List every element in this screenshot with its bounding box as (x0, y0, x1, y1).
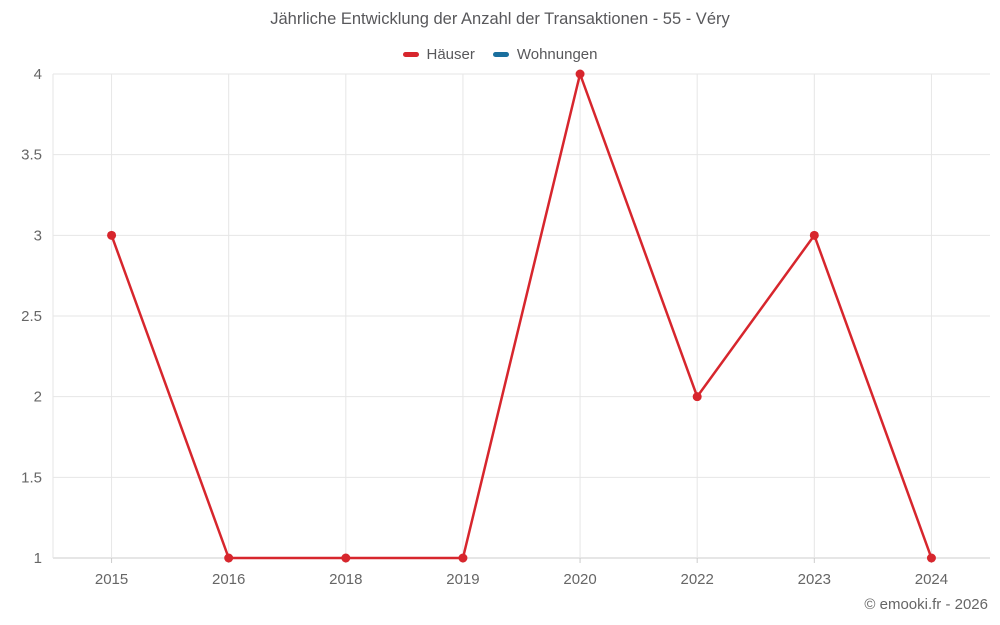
series-line-häuser (110, 72, 933, 560)
data-point[interactable] (341, 553, 351, 563)
x-axis-label: 2023 (798, 571, 831, 588)
data-point[interactable] (224, 553, 234, 563)
data-point[interactable] (575, 69, 585, 79)
x-axis-label: 2018 (329, 571, 362, 588)
x-axis-label: 2015 (95, 571, 128, 588)
y-axis-label: 2 (34, 389, 42, 406)
legend-item-häuser[interactable]: Häuser (402, 46, 475, 63)
y-axis-label: 1.5 (21, 469, 42, 486)
legend-item-label: Wohnungen (516, 46, 598, 63)
legend: Häuser Wohnungen (0, 46, 1000, 63)
data-point[interactable] (809, 230, 819, 240)
data-point[interactable] (107, 230, 117, 240)
y-axis-label: 3 (34, 227, 42, 244)
x-axis-label: 2024 (915, 571, 948, 588)
data-point[interactable] (458, 553, 468, 563)
data-point[interactable] (692, 392, 702, 402)
legend-item-label: Häuser (426, 46, 475, 63)
y-axis-label: 3.5 (21, 147, 42, 164)
legend-swatch-icon (402, 52, 419, 57)
legend-swatch-icon (492, 52, 509, 57)
footer-credit: © emooki.fr - 2026 (864, 596, 988, 613)
legend-item-wohnungen[interactable]: Wohnungen (492, 46, 598, 63)
chart-title: Jährliche Entwicklung der Anzahl der Tra… (270, 10, 730, 28)
data-point[interactable] (926, 553, 936, 563)
y-axis-label: 1 (34, 550, 42, 567)
y-axis-label: 4 (34, 66, 42, 83)
x-axis-label: 2022 (681, 571, 714, 588)
y-axis-label: 2.5 (21, 308, 42, 325)
x-axis-label: 2016 (212, 571, 245, 588)
x-axis-label: 2019 (446, 571, 479, 588)
x-axis-label: 2020 (563, 571, 596, 588)
